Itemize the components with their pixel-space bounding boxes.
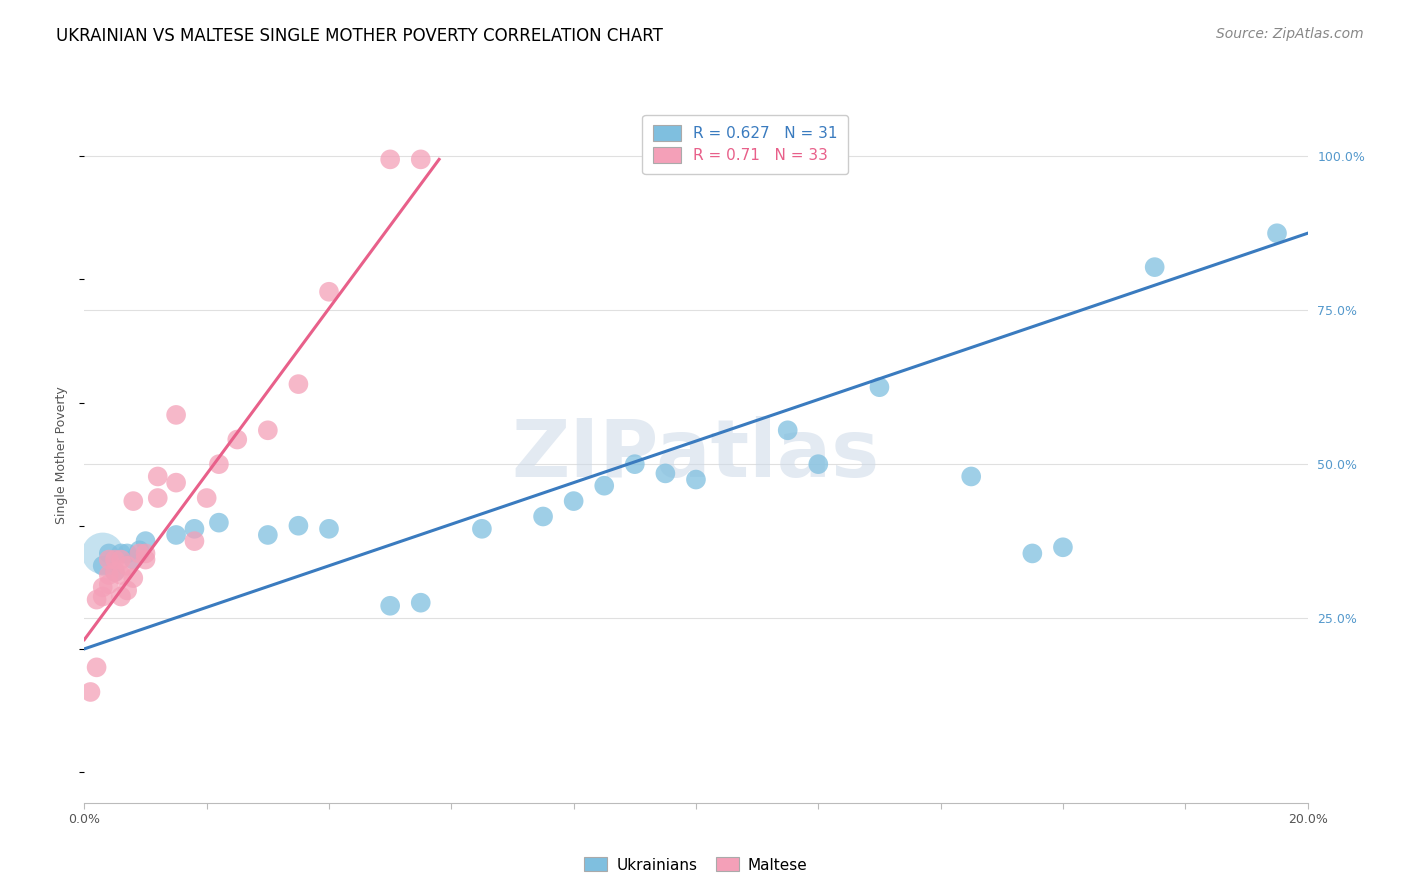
Point xyxy=(128,543,150,558)
Point xyxy=(135,546,157,560)
Point xyxy=(287,377,309,392)
Point xyxy=(104,565,127,579)
Point xyxy=(165,475,187,490)
Point xyxy=(165,528,187,542)
Point xyxy=(128,546,150,560)
Point xyxy=(91,580,114,594)
Text: ZIPatlas: ZIPatlas xyxy=(512,416,880,494)
Point xyxy=(91,546,114,560)
Point xyxy=(960,469,983,483)
Point xyxy=(122,494,145,508)
Point xyxy=(146,491,169,505)
Point xyxy=(531,509,554,524)
Point xyxy=(380,153,402,167)
Point xyxy=(869,380,891,394)
Point xyxy=(86,592,108,607)
Point xyxy=(135,534,157,549)
Point xyxy=(257,423,280,437)
Point xyxy=(208,457,231,471)
Point xyxy=(1021,546,1043,560)
Point xyxy=(135,552,157,566)
Point xyxy=(195,491,218,505)
Point xyxy=(287,518,309,533)
Point xyxy=(110,590,132,604)
Point xyxy=(115,546,138,560)
Point xyxy=(183,534,205,549)
Point xyxy=(97,546,120,560)
Point xyxy=(1052,541,1074,555)
Point xyxy=(380,599,402,613)
Point xyxy=(110,552,132,566)
Point xyxy=(226,433,249,447)
Point xyxy=(776,423,799,437)
Point xyxy=(562,494,585,508)
Point xyxy=(409,596,432,610)
Point xyxy=(97,568,120,582)
Point xyxy=(471,522,494,536)
Point xyxy=(593,479,616,493)
Point xyxy=(318,522,340,536)
Point xyxy=(146,469,169,483)
Point xyxy=(409,153,432,167)
Point xyxy=(97,577,120,591)
Point xyxy=(122,552,145,566)
Point xyxy=(110,568,132,582)
Text: Source: ZipAtlas.com: Source: ZipAtlas.com xyxy=(1216,27,1364,41)
Point xyxy=(91,558,114,573)
Point xyxy=(165,408,187,422)
Text: UKRAINIAN VS MALTESE SINGLE MOTHER POVERTY CORRELATION CHART: UKRAINIAN VS MALTESE SINGLE MOTHER POVER… xyxy=(56,27,664,45)
Point xyxy=(115,558,138,573)
Point xyxy=(91,590,114,604)
Point xyxy=(79,685,101,699)
Point xyxy=(1143,260,1166,274)
Point xyxy=(104,552,127,566)
Point xyxy=(654,467,676,481)
Point xyxy=(1265,227,1288,241)
Point xyxy=(624,457,647,471)
Point xyxy=(115,583,138,598)
Point xyxy=(807,457,830,471)
Point xyxy=(122,571,145,585)
Point xyxy=(86,660,108,674)
Point xyxy=(183,522,205,536)
Point xyxy=(318,285,340,299)
Point xyxy=(110,546,132,560)
Point xyxy=(104,565,127,579)
Point xyxy=(208,516,231,530)
Point xyxy=(97,552,120,566)
Y-axis label: Single Mother Poverty: Single Mother Poverty xyxy=(55,386,69,524)
Point xyxy=(257,528,280,542)
Legend: Ukrainians, Maltese: Ukrainians, Maltese xyxy=(578,851,814,879)
Point xyxy=(685,473,707,487)
